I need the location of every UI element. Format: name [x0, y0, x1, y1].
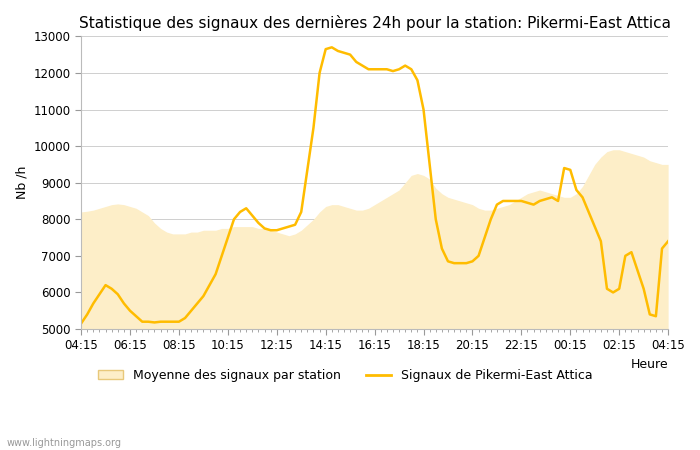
Legend: Moyenne des signaux par station, Signaux de Pikermi-East Attica: Moyenne des signaux par station, Signaux…	[93, 364, 598, 387]
Title: Statistique des signaux des dernières 24h pour la station: Pikermi-East Attica: Statistique des signaux des dernières 24…	[78, 15, 671, 31]
Y-axis label: Nb /h: Nb /h	[15, 166, 28, 199]
Text: www.lightningmaps.org: www.lightningmaps.org	[7, 438, 122, 448]
X-axis label: Heure: Heure	[631, 358, 668, 371]
